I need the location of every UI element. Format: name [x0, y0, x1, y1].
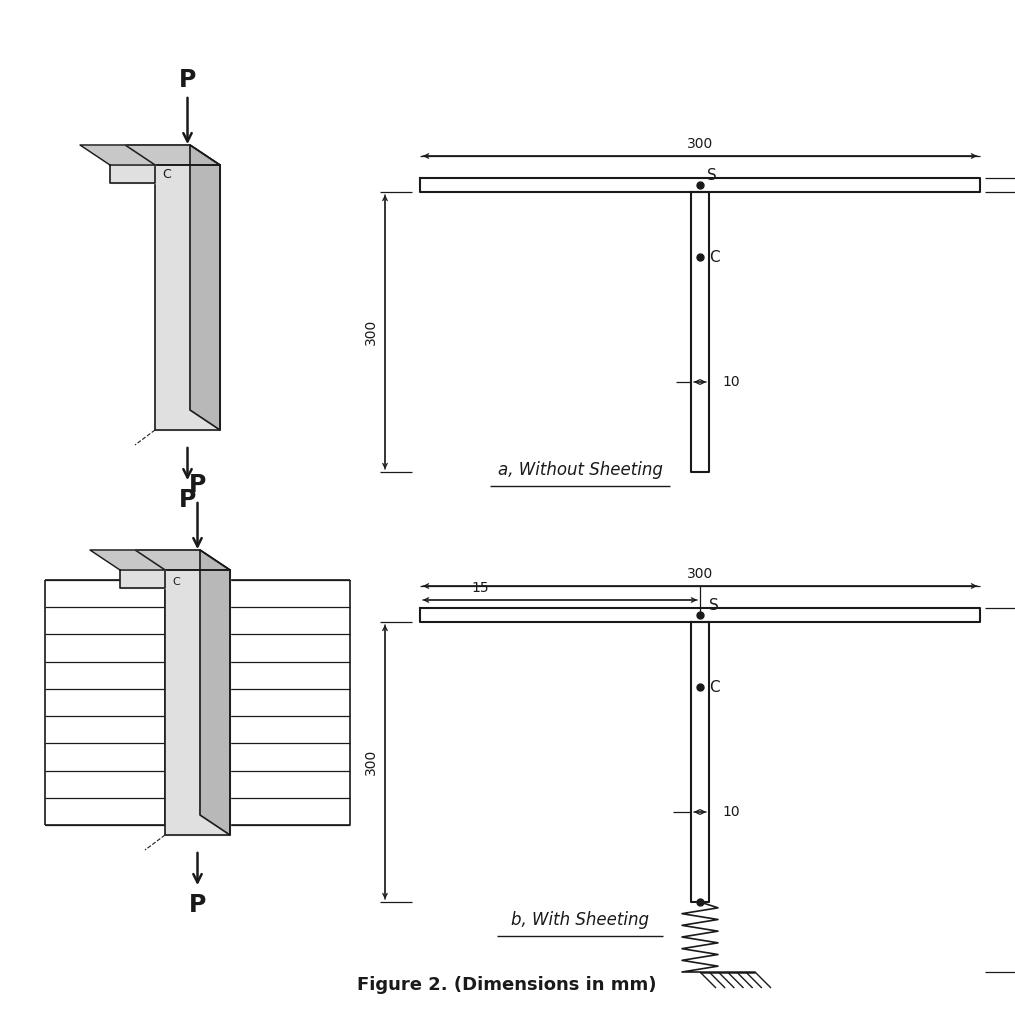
Polygon shape — [120, 570, 165, 588]
Text: 300: 300 — [687, 137, 714, 151]
Text: C: C — [172, 577, 180, 587]
Polygon shape — [691, 193, 709, 472]
Polygon shape — [420, 178, 980, 193]
Polygon shape — [200, 550, 230, 835]
Polygon shape — [420, 608, 980, 622]
Polygon shape — [110, 165, 155, 183]
Text: 10: 10 — [722, 805, 740, 819]
Polygon shape — [90, 550, 165, 570]
Polygon shape — [691, 622, 709, 902]
Text: b, With Sheeting: b, With Sheeting — [511, 911, 649, 929]
Text: C: C — [162, 169, 171, 181]
Text: a, Without Sheeting: a, Without Sheeting — [497, 461, 663, 479]
Polygon shape — [155, 165, 220, 430]
Text: 15: 15 — [471, 581, 489, 595]
Polygon shape — [165, 570, 230, 835]
Text: S: S — [707, 168, 717, 182]
Text: P: P — [179, 68, 196, 92]
Polygon shape — [190, 145, 220, 430]
Text: S: S — [709, 597, 719, 612]
Text: 300: 300 — [364, 318, 378, 345]
Text: 300: 300 — [687, 567, 714, 581]
Text: 300: 300 — [364, 749, 378, 775]
Polygon shape — [135, 550, 230, 570]
Polygon shape — [80, 145, 155, 165]
Text: 10: 10 — [722, 375, 740, 389]
Text: P: P — [189, 473, 206, 497]
Text: C: C — [708, 680, 720, 694]
Text: Figure 2. (Dimensions in mm): Figure 2. (Dimensions in mm) — [357, 976, 657, 994]
Text: P: P — [179, 488, 196, 512]
Text: C: C — [708, 250, 720, 264]
Polygon shape — [125, 145, 220, 165]
Text: P: P — [189, 893, 206, 918]
